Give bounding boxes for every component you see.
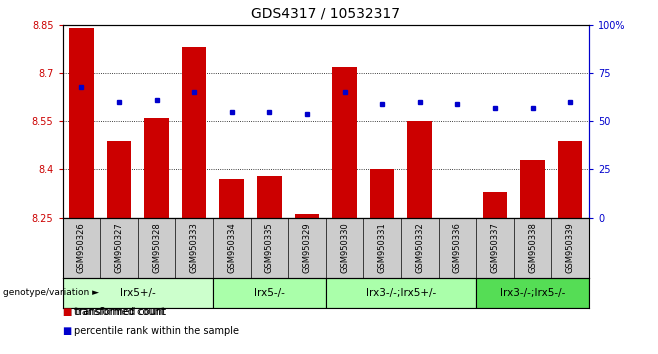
Text: GSM950331: GSM950331 bbox=[378, 223, 387, 273]
Text: GSM950335: GSM950335 bbox=[265, 223, 274, 273]
Bar bbox=[407, 121, 432, 218]
Bar bbox=[370, 170, 394, 218]
Bar bbox=[213, 278, 326, 308]
Text: ■: ■ bbox=[63, 326, 72, 336]
Text: GSM950326: GSM950326 bbox=[77, 223, 86, 273]
Text: GSM950329: GSM950329 bbox=[303, 223, 311, 273]
Text: lrx3-/-;lrx5-/-: lrx3-/-;lrx5-/- bbox=[500, 288, 565, 298]
Title: GDS4317 / 10532317: GDS4317 / 10532317 bbox=[251, 7, 400, 21]
Bar bbox=[69, 28, 93, 218]
Text: GSM950327: GSM950327 bbox=[114, 223, 124, 273]
Bar bbox=[483, 192, 507, 218]
Text: GSM950334: GSM950334 bbox=[227, 223, 236, 273]
Text: percentile rank within the sample: percentile rank within the sample bbox=[74, 326, 240, 336]
Text: ■: ■ bbox=[63, 307, 72, 316]
Bar bbox=[520, 160, 545, 218]
Bar bbox=[295, 215, 319, 218]
Text: transformed count: transformed count bbox=[74, 307, 165, 316]
Text: GSM950330: GSM950330 bbox=[340, 223, 349, 273]
Bar bbox=[558, 141, 582, 218]
Text: GSM950338: GSM950338 bbox=[528, 223, 537, 273]
Text: lrx5-/-: lrx5-/- bbox=[254, 288, 285, 298]
Bar bbox=[107, 141, 131, 218]
Text: lrx3-/-;lrx5+/-: lrx3-/-;lrx5+/- bbox=[366, 288, 436, 298]
Bar bbox=[476, 278, 589, 308]
Text: GSM950333: GSM950333 bbox=[190, 223, 199, 273]
Text: GSM950337: GSM950337 bbox=[490, 223, 499, 273]
Text: GSM950339: GSM950339 bbox=[566, 223, 574, 273]
Bar bbox=[326, 278, 476, 308]
Bar bbox=[257, 176, 282, 218]
Bar bbox=[182, 47, 207, 218]
Text: genotype/variation ►: genotype/variation ► bbox=[3, 289, 99, 297]
Bar bbox=[144, 118, 168, 218]
Text: GSM950332: GSM950332 bbox=[415, 223, 424, 273]
Bar bbox=[332, 67, 357, 218]
Bar bbox=[63, 278, 213, 308]
Text: GSM950336: GSM950336 bbox=[453, 223, 462, 273]
Text: ■ transformed count: ■ transformed count bbox=[63, 307, 166, 316]
Bar bbox=[220, 179, 244, 218]
Text: lrx5+/-: lrx5+/- bbox=[120, 288, 155, 298]
Text: GSM950328: GSM950328 bbox=[152, 223, 161, 273]
